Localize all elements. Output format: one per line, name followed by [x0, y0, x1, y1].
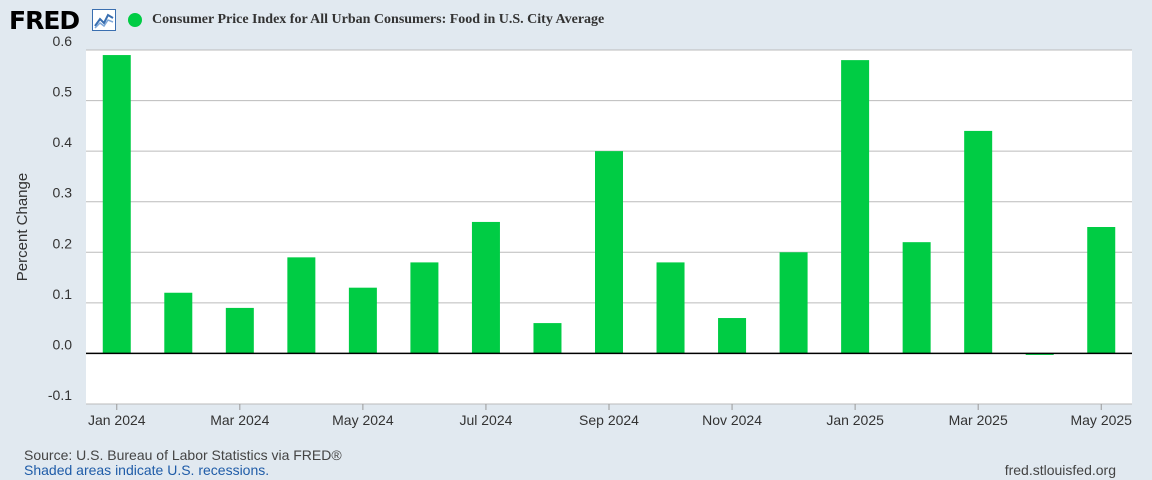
- bar-2024-07[interactable]: [471, 221, 500, 354]
- bar-2025-05[interactable]: [1087, 227, 1116, 354]
- x-tick-label: Jan 2025: [826, 412, 884, 428]
- bar-2025-01[interactable]: [841, 60, 870, 354]
- bar-2025-03[interactable]: [964, 130, 993, 354]
- bar-2024-06[interactable]: [410, 262, 439, 354]
- y-tick-label: 0.5: [53, 84, 73, 100]
- source-note: Source: U.S. Bureau of Labor Statistics …: [24, 447, 342, 463]
- bar-chart: -0.1 0.0 0.1 0.2 0.3 0.4 0.5 0.6 Jan 2024 Mar 20…: [14, 33, 1132, 428]
- chart-title: Consumer Price Index for All Urban Consu…: [152, 12, 605, 27]
- x-tick-label: Jan 2024: [88, 412, 146, 428]
- x-tick-label: Mar 2024: [210, 412, 269, 428]
- y-tick-label: 0.3: [53, 185, 73, 201]
- bar-2024-09[interactable]: [595, 151, 623, 354]
- site-url[interactable]: fred.stlouisfed.org: [1004, 462, 1116, 478]
- bar-2024-11[interactable]: [718, 318, 747, 354]
- x-tick-label: Mar 2025: [949, 412, 1008, 428]
- y-tick-label: 0.2: [53, 235, 73, 251]
- y-tick-label: 0.0: [53, 336, 73, 352]
- line-chart-icon: [92, 9, 116, 36]
- bar-2024-10[interactable]: [656, 262, 685, 354]
- bar-2024-03[interactable]: [225, 307, 254, 354]
- x-axis-ticks: Jan 2024 Mar 2024 May 2024 Jul 2024 Sep 2024…: [88, 404, 1132, 428]
- y-axis-label: Percent Change: [14, 173, 31, 281]
- x-tick-label: Sep 2024: [579, 412, 639, 428]
- bar-2024-04[interactable]: [287, 257, 316, 354]
- x-tick-label: May 2024: [332, 412, 394, 428]
- recession-note[interactable]: Shaded areas indicate U.S. recessions.: [24, 462, 270, 478]
- bar-2024-12[interactable]: [779, 252, 808, 354]
- x-tick-label: Jul 2024: [459, 412, 512, 428]
- x-tick-label: Nov 2024: [702, 412, 762, 428]
- legend-marker: [128, 13, 142, 27]
- y-tick-label: -0.1: [48, 387, 72, 403]
- chart-header: FRED Consumer Price Index for All Urban …: [0, 0, 1152, 44]
- fred-logo[interactable]: FRED: [9, 6, 80, 35]
- y-tick-label: 0.1: [53, 286, 73, 302]
- x-tick-label: May 2025: [1070, 412, 1132, 428]
- bar-2025-02[interactable]: [902, 242, 931, 354]
- bar-2024-05[interactable]: [348, 287, 377, 354]
- bar-2025-04[interactable]: [1025, 353, 1054, 355]
- y-tick-label: 0.6: [53, 33, 73, 49]
- bar-2024-01[interactable]: [102, 55, 131, 354]
- y-axis-ticks: -0.1 0.0 0.1 0.2 0.3 0.4 0.5 0.6: [48, 33, 72, 403]
- bar-series: [102, 55, 1116, 355]
- y-tick-label: 0.4: [53, 134, 73, 150]
- bar-2024-08[interactable]: [533, 323, 562, 354]
- bar-2024-02[interactable]: [164, 292, 193, 354]
